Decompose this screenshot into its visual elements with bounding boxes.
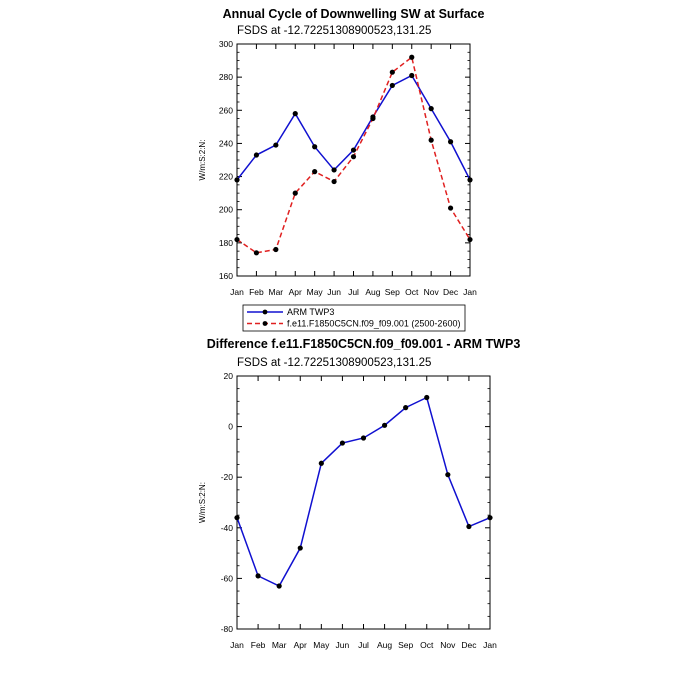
data-point	[409, 54, 415, 60]
y-tick-label: 300	[219, 39, 233, 49]
x-tick-label: Dec	[461, 640, 477, 650]
x-tick-label: Sep	[398, 640, 413, 650]
data-point	[292, 111, 298, 117]
y-tick-label: 0	[228, 422, 233, 432]
x-tick-label: Feb	[251, 640, 266, 650]
x-tick-label: Apr	[294, 640, 307, 650]
y-tick-label: 240	[219, 138, 233, 148]
data-point	[445, 472, 451, 478]
y-tick-label: 200	[219, 205, 233, 215]
y-tick-label: -20	[221, 472, 234, 482]
data-point	[360, 435, 367, 441]
data-point	[447, 139, 454, 145]
legend-box	[242, 304, 466, 332]
data-point	[466, 523, 472, 530]
data-point	[253, 250, 260, 256]
x-tick-label: Jul	[358, 640, 369, 650]
data-point	[381, 422, 388, 428]
x-tick-label: May	[313, 640, 330, 650]
data-point	[428, 106, 434, 112]
data-point	[234, 515, 240, 521]
data-point	[389, 82, 395, 89]
data-point	[312, 144, 318, 150]
plot-frame	[236, 375, 491, 630]
legend-entry-1: ARM TWP3	[287, 307, 334, 317]
x-tick-label: May	[307, 287, 324, 297]
x-tick-label: Aug	[365, 287, 380, 297]
y-tick-label: -60	[221, 573, 234, 583]
y-tick-label: 160	[219, 271, 233, 281]
data-point	[424, 394, 430, 401]
x-tick-label: Nov	[440, 640, 456, 650]
legend-marker	[262, 309, 268, 315]
data-point	[255, 573, 261, 579]
data-point	[350, 154, 357, 160]
data-point	[234, 236, 240, 243]
x-tick-label: Sep	[385, 287, 400, 297]
data-point	[253, 152, 260, 158]
data-point	[331, 178, 337, 185]
series-line-1	[236, 74, 471, 181]
y-tick-label: -40	[221, 523, 234, 533]
data-point	[389, 69, 395, 75]
x-tick-label: Mar	[272, 640, 287, 650]
chart-subtitle: FSDS at -12.72251308900523,131.25	[237, 25, 431, 37]
data-point	[312, 169, 318, 175]
data-point	[467, 177, 473, 183]
chart-subtitle: FSDS at -12.72251308900523,131.25	[237, 357, 431, 369]
y-tick-label: 180	[219, 238, 233, 248]
data-point	[331, 167, 337, 173]
y-axis-label: W/m:S:2:N:	[198, 140, 207, 181]
data-point	[273, 246, 279, 253]
chart-1: Annual Cycle of Downwelling SW at Surfac…	[198, 7, 485, 332]
data-point	[297, 545, 303, 551]
x-tick-label: Nov	[424, 287, 440, 297]
legend-entry-2: f.e11.F1850C5CN.f09_f09.001 (2500-2600)	[287, 319, 460, 329]
y-axis-label: W/m:S:2:N:	[198, 482, 207, 523]
x-tick-label: Aug	[377, 640, 392, 650]
series-line-1	[236, 396, 491, 587]
x-tick-label: Jan	[483, 640, 497, 650]
chart-title: Annual Cycle of Downwelling SW at Surfac…	[223, 7, 485, 21]
x-tick-label: Jan	[463, 287, 477, 297]
x-tick-label: Jan	[230, 640, 244, 650]
chart-title: Difference f.e11.F1850C5CN.f09_f09.001 -…	[207, 337, 521, 351]
data-point	[339, 440, 346, 446]
x-tick-label: Jul	[348, 287, 359, 297]
x-tick-label: Jan	[230, 287, 244, 297]
x-tick-label: Jun	[327, 287, 341, 297]
data-point	[409, 72, 415, 79]
y-tick-label: 20	[224, 371, 234, 381]
data-point	[276, 583, 282, 589]
data-point	[370, 115, 376, 122]
y-tick-label: -80	[221, 624, 234, 634]
plot-frame	[236, 43, 471, 277]
y-tick-label: 220	[219, 172, 233, 182]
data-point	[467, 236, 473, 243]
y-tick-label: 260	[219, 105, 233, 115]
x-tick-label: Jun	[336, 640, 350, 650]
data-point	[428, 137, 434, 143]
x-tick-label: Oct	[420, 640, 434, 650]
x-tick-label: Apr	[289, 287, 302, 297]
data-point	[292, 190, 298, 196]
x-tick-label: Oct	[405, 287, 419, 297]
data-point	[447, 205, 454, 211]
chart-2: Difference f.e11.F1850C5CN.f09_f09.001 -…	[198, 337, 520, 650]
x-tick-label: Mar	[269, 287, 284, 297]
x-tick-label: Feb	[249, 287, 264, 297]
data-point	[487, 515, 493, 521]
data-point	[318, 460, 324, 466]
data-point	[350, 147, 357, 153]
data-point	[403, 405, 409, 411]
data-point	[273, 142, 279, 148]
legend-marker	[262, 321, 268, 326]
data-point	[234, 177, 240, 183]
y-tick-label: 280	[219, 72, 233, 82]
x-tick-label: Dec	[443, 287, 459, 297]
